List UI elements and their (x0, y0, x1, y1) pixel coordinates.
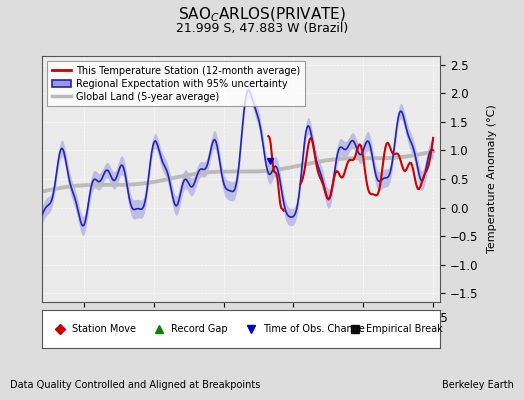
Text: Data Quality Controlled and Aligned at Breakpoints: Data Quality Controlled and Aligned at B… (10, 380, 261, 390)
Text: Time of Obs. Change: Time of Obs. Change (263, 324, 365, 334)
Text: 21.999 S, 47.883 W (Brazil): 21.999 S, 47.883 W (Brazil) (176, 22, 348, 35)
Text: SAO$_C$ARLOS(PRIVATE): SAO$_C$ARLOS(PRIVATE) (178, 6, 346, 24)
Y-axis label: Temperature Anomaly (°C): Temperature Anomaly (°C) (487, 105, 497, 253)
Text: Berkeley Earth: Berkeley Earth (442, 380, 514, 390)
Text: Empirical Break: Empirical Break (366, 324, 443, 334)
Text: Record Gap: Record Gap (171, 324, 228, 334)
Legend: This Temperature Station (12-month average), Regional Expectation with 95% uncer: This Temperature Station (12-month avera… (47, 61, 305, 106)
Text: Station Move: Station Move (72, 324, 136, 334)
